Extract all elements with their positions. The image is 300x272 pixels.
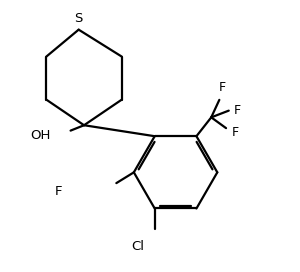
Text: S: S	[74, 12, 83, 25]
Text: F: F	[231, 126, 239, 139]
Text: F: F	[55, 185, 62, 198]
Text: Cl: Cl	[131, 240, 144, 253]
Text: F: F	[234, 104, 241, 117]
Text: F: F	[218, 82, 226, 94]
Text: OH: OH	[30, 129, 50, 143]
